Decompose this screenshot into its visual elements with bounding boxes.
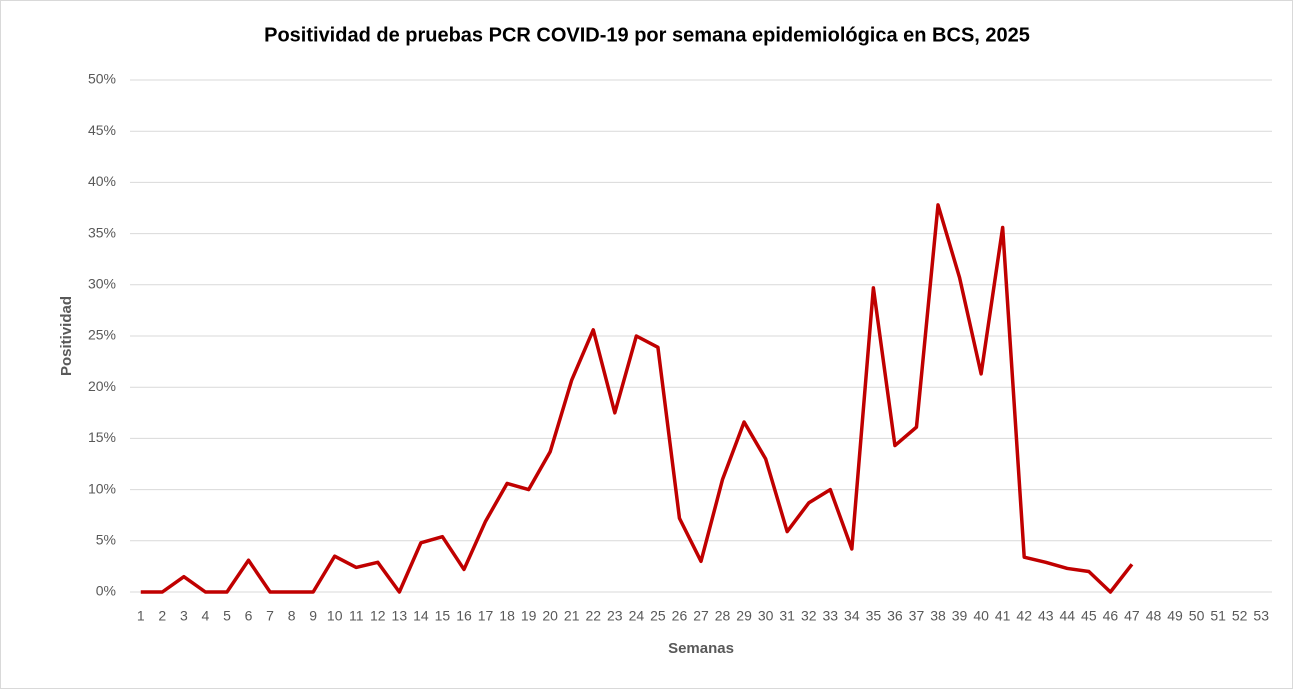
x-tick-label: 36	[887, 608, 903, 624]
y-tick-label: 0%	[96, 583, 116, 599]
x-tick-label: 44	[1060, 608, 1076, 624]
x-tick-label: 14	[413, 608, 429, 624]
x-tick-label: 9	[309, 608, 317, 624]
x-tick-label: 21	[564, 608, 580, 624]
x-tick-label: 16	[456, 608, 472, 624]
y-tick-label: 20%	[88, 378, 116, 394]
x-tick-label: 43	[1038, 608, 1054, 624]
x-tick-label: 30	[758, 608, 774, 624]
x-tick-label: 42	[1016, 608, 1032, 624]
x-tick-label: 45	[1081, 608, 1097, 624]
x-tick-label: 28	[715, 608, 731, 624]
x-tick-label: 40	[973, 608, 989, 624]
x-tick-label: 47	[1124, 608, 1140, 624]
x-tick-label: 33	[822, 608, 838, 624]
y-tick-label: 40%	[88, 173, 116, 189]
y-tick-label: 50%	[88, 71, 116, 87]
y-tick-label: 10%	[88, 480, 116, 496]
x-tick-label: 20	[542, 608, 558, 624]
x-tick-label: 15	[435, 608, 451, 624]
x-tick-label: 53	[1253, 608, 1269, 624]
x-tick-label: 50	[1189, 608, 1205, 624]
x-tick-label: 12	[370, 608, 386, 624]
x-tick-label: 5	[223, 608, 231, 624]
x-tick-label: 37	[909, 608, 925, 624]
x-tick-label: 31	[779, 608, 795, 624]
y-tick-label: 5%	[96, 532, 116, 548]
x-tick-label: 29	[736, 608, 752, 624]
x-tick-label: 11	[349, 608, 364, 624]
y-axis-label: Positividad	[58, 296, 75, 376]
x-tick-label: 32	[801, 608, 817, 624]
x-tick-label: 41	[995, 608, 1011, 624]
x-tick-label: 6	[245, 608, 253, 624]
x-tick-label: 8	[288, 608, 296, 624]
y-tick-label: 15%	[88, 429, 116, 445]
x-tick-label: 3	[180, 608, 188, 624]
x-tick-label: 13	[392, 608, 408, 624]
x-tick-label: 39	[952, 608, 968, 624]
x-tick-label: 38	[930, 608, 946, 624]
x-tick-label: 26	[672, 608, 688, 624]
x-tick-label: 27	[693, 608, 709, 624]
x-tick-label: 18	[499, 608, 515, 624]
x-tick-label: 4	[202, 608, 210, 624]
x-tick-label: 35	[866, 608, 882, 624]
x-tick-label: 7	[266, 608, 274, 624]
x-tick-label: 19	[521, 608, 537, 624]
x-tick-label: 24	[629, 608, 645, 624]
y-tick-label: 45%	[88, 122, 116, 138]
x-tick-label: 25	[650, 608, 666, 624]
y-tick-label: 30%	[88, 276, 116, 292]
x-tick-label: 49	[1167, 608, 1183, 624]
x-axis-label: Semanas	[668, 640, 734, 657]
y-tick-label: 25%	[88, 327, 116, 343]
x-tick-label: 34	[844, 608, 860, 624]
data-line	[140, 203, 1134, 594]
x-tick-label: 23	[607, 608, 623, 624]
chart-title: Positividad de pruebas PCR COVID-19 por …	[264, 24, 1030, 46]
x-tick-label: 52	[1232, 608, 1248, 624]
x-tick-label: 2	[158, 608, 166, 624]
x-tick-label: 10	[327, 608, 343, 624]
x-tick-label: 51	[1210, 608, 1226, 624]
x-tick-label: 48	[1146, 608, 1162, 624]
x-tick-label: 17	[478, 608, 494, 624]
x-tick-label: 46	[1103, 608, 1119, 624]
x-tick-label: 22	[585, 608, 601, 624]
y-tick-label: 35%	[88, 224, 116, 240]
x-tick-label: 1	[137, 608, 145, 624]
